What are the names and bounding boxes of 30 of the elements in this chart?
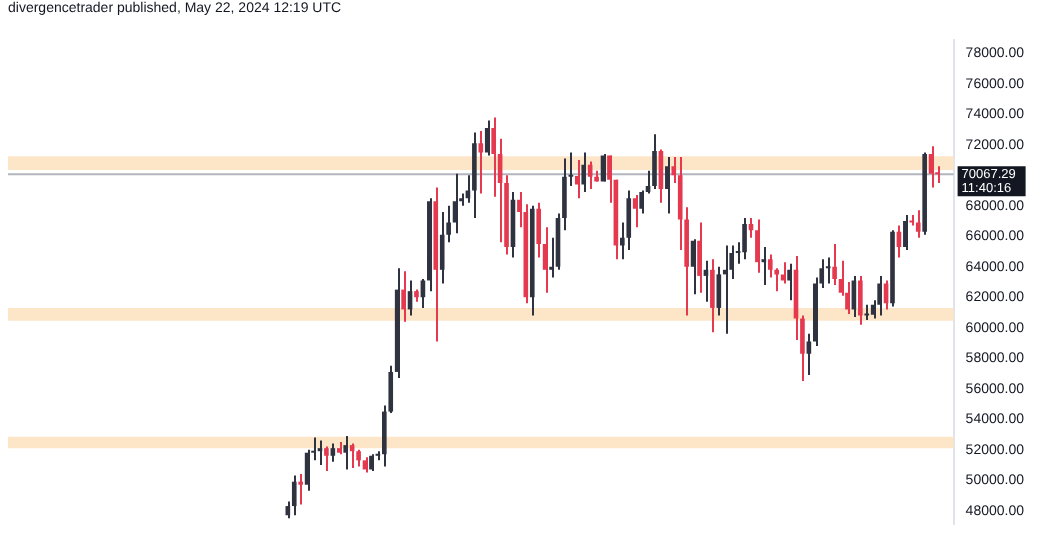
candlestick [632, 194, 638, 229]
candlestick [722, 244, 728, 335]
candlestick [915, 209, 921, 239]
candlestick [742, 216, 747, 261]
candlestick [652, 133, 657, 191]
candlestick [491, 116, 496, 198]
candlestick [858, 274, 863, 326]
candlestick [439, 210, 445, 285]
candlestick [484, 119, 490, 157]
candlestick [401, 270, 406, 323]
candlestick [787, 262, 792, 302]
candlestick [639, 189, 644, 215]
candlestick [665, 156, 670, 215]
candlestick [324, 445, 329, 473]
candlestick [330, 442, 336, 463]
candlestick [626, 189, 632, 251]
candlestick [574, 159, 580, 200]
candlestick [903, 213, 908, 251]
candlestick [581, 151, 587, 194]
candlestick [472, 131, 477, 219]
candlestick [832, 242, 837, 287]
candlestick [716, 265, 722, 317]
candlestick [755, 218, 760, 274]
candlestick [710, 258, 715, 334]
candlestick [291, 474, 297, 517]
candlestick [298, 473, 303, 506]
candlestick [343, 434, 349, 471]
candlestick [877, 274, 882, 317]
candlestick [478, 130, 484, 195]
candlestick [697, 221, 702, 294]
